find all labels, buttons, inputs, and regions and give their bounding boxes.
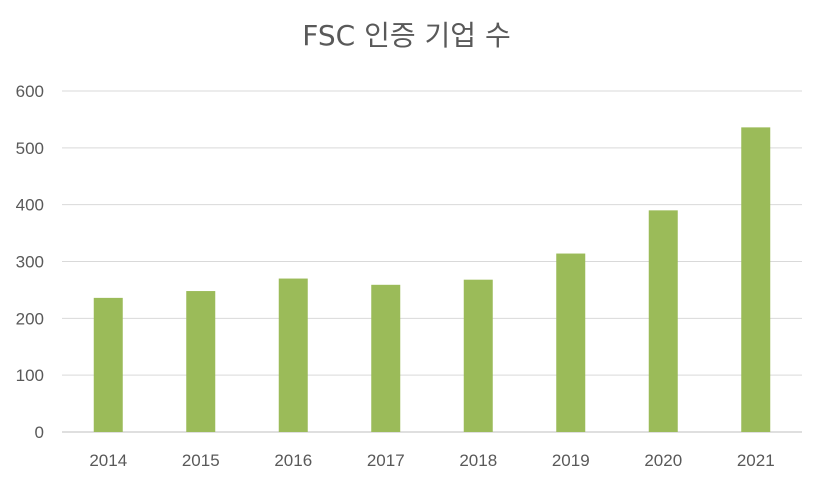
y-tick-label: 500 (16, 139, 44, 158)
y-tick-label: 600 (16, 82, 44, 101)
bar-2020 (648, 210, 678, 432)
x-axis-ticks: 2014 2015 2016 2017 2018 2019 2020 2021 (89, 451, 774, 470)
y-axis-ticks: 0 100 200 300 400 500 600 (16, 82, 44, 442)
y-tick-label: 100 (16, 366, 44, 385)
bar-2014 (93, 297, 123, 432)
y-tick-label: 0 (35, 423, 44, 442)
bar-2021 (741, 127, 771, 432)
bar-2017 (371, 284, 401, 432)
x-tick-label: 2018 (459, 451, 497, 470)
bar-2019 (556, 253, 586, 432)
y-tick-label: 300 (16, 253, 44, 272)
x-tick-label: 2015 (182, 451, 220, 470)
gridlines (62, 90, 802, 433)
y-tick-label: 200 (16, 309, 44, 328)
x-tick-label: 2014 (89, 451, 127, 470)
x-tick-label: 2021 (737, 451, 775, 470)
x-tick-label: 2017 (367, 451, 405, 470)
chart-title: FSC 인증 기업 수 (302, 19, 511, 52)
x-tick-label: 2016 (274, 451, 312, 470)
bar-2018 (463, 279, 493, 432)
bars (93, 127, 771, 432)
x-tick-label: 2019 (552, 451, 590, 470)
y-tick-label: 400 (16, 196, 44, 215)
x-tick-label: 2020 (644, 451, 682, 470)
bar-2015 (186, 291, 216, 432)
bar-2016 (278, 278, 308, 432)
